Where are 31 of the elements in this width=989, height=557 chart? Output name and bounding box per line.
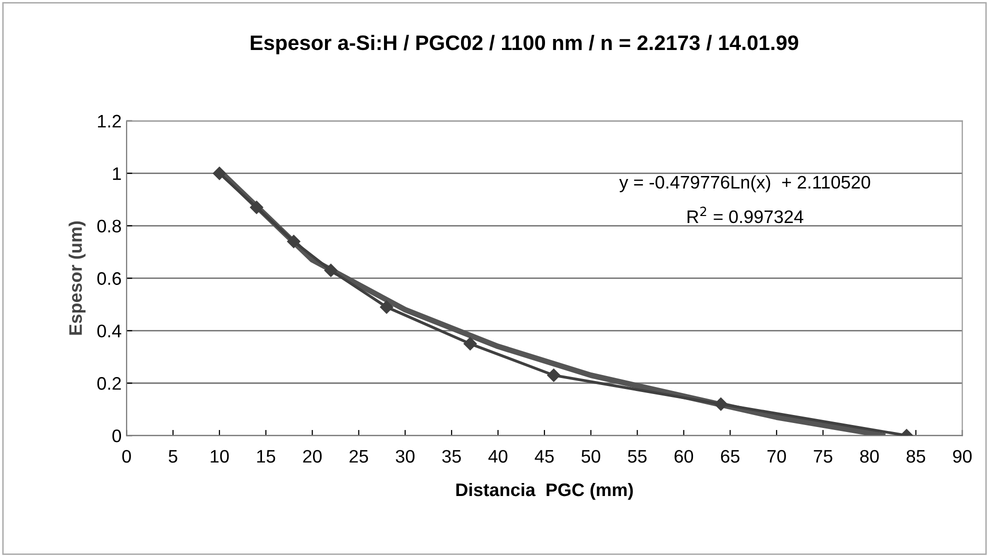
- annotation: y = -0.479776Ln(x) + 2.110520: [619, 175, 870, 192]
- x-tick-label: 90: [953, 450, 972, 463]
- y-axis-title: Espesor (um): [68, 221, 86, 335]
- y-tick-label: 0.6: [97, 272, 121, 285]
- x-tick-label: 85: [906, 450, 926, 463]
- y-tick-label: 1.2: [98, 114, 121, 128]
- y-tick-label: 0.2: [97, 377, 121, 390]
- x-tick-label: 25: [350, 450, 368, 463]
- chart-title: Espesor a-Si:H / PGC02 / 1100 nm / n = 2.2173 / 14.01.99: [250, 34, 798, 54]
- x-tick-label: 10: [210, 450, 229, 463]
- y-tick-label: 1: [113, 167, 121, 180]
- x-tick-label: 80: [860, 450, 879, 463]
- x-tick-label: 15: [257, 450, 276, 463]
- y-tick-label: 0: [112, 430, 122, 442]
- x-tick-label: 30: [396, 450, 414, 463]
- x-tick-label: 65: [721, 450, 740, 463]
- x-tick-label: 35: [442, 450, 461, 463]
- x-tick-label: 75: [814, 450, 832, 463]
- x-tick-label: 60: [674, 450, 694, 463]
- x-tick-label: 5: [168, 450, 178, 463]
- y-tick-label: 0.8: [97, 220, 121, 232]
- x-tick-label: 70: [767, 450, 786, 463]
- x-tick-label: 40: [488, 450, 508, 463]
- x-tick-label: 45: [534, 450, 554, 463]
- x-tick-label: 0: [122, 450, 131, 463]
- annotation: R$^{2}$ = 0.997324: [688, 206, 804, 224]
- y-tick-label: 0.4: [97, 324, 122, 338]
- x-axis-title: Distancia PGC (mm): [456, 482, 633, 500]
- x-tick-label: 20: [303, 450, 322, 463]
- x-tick-label: 55: [628, 450, 647, 463]
- x-tick-label: 50: [582, 450, 600, 463]
